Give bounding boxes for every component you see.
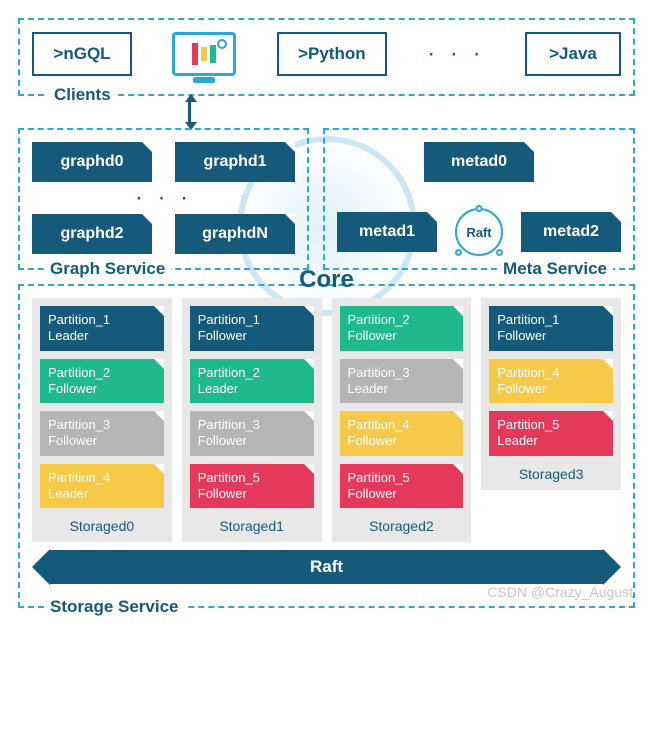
meta-service-box: metad0 metad1 Raft metad2 Meta Service <box>323 128 635 270</box>
graphd2: graphd2 <box>32 214 152 254</box>
partition-block: Partition_1Leader <box>40 306 164 351</box>
meta-service-label: Meta Service <box>497 259 613 279</box>
graph-service-box: graphd0 graphd1 · · · graphd2 graphdN Gr… <box>18 128 309 270</box>
raft-bar: Raft <box>50 550 603 584</box>
storage-column-2: Partition_2Follower Partition_3Leader Part… <box>332 298 472 542</box>
partition-block: Partition_4Follower <box>340 411 464 456</box>
graph-service-label: Graph Service <box>44 259 171 279</box>
storage-column-label: Storaged2 <box>340 518 464 534</box>
partition-block: Partition_1Follower <box>190 306 314 351</box>
storage-column-1: Partition_1Follower Partition_2Leader Part… <box>182 298 322 542</box>
partition-block: Partition_1Follower <box>489 306 613 351</box>
partition-block: Partition_2Follower <box>40 359 164 404</box>
storage-column-label: Storaged0 <box>40 518 164 534</box>
clients-label: Clients <box>48 85 117 105</box>
partition-block: Partition_3Follower <box>40 411 164 456</box>
partition-block: Partition_4Follower <box>489 359 613 404</box>
partition-block: Partition_4Leader <box>40 464 164 509</box>
partition-block: Partition_5Follower <box>340 464 464 509</box>
partition-block: Partition_2Follower <box>340 306 464 351</box>
partition-block: Partition_2Leader <box>190 359 314 404</box>
partition-block: Partition_5Follower <box>190 464 314 509</box>
storage-service-label: Storage Service <box>44 597 185 617</box>
storage-column-3: Partition_1Follower Partition_4Follower Pa… <box>481 298 621 490</box>
metad2: metad2 <box>521 212 621 252</box>
clients-box: >nGQL >Python · · · >Java Clients <box>18 18 635 96</box>
graphdN: graphdN <box>175 214 295 254</box>
client-python: >Python <box>277 32 387 76</box>
client-monitor-icon <box>172 32 236 76</box>
metad0: metad0 <box>424 142 534 182</box>
client-java: >Java <box>525 32 621 76</box>
partition-block: Partition_3Leader <box>340 359 464 404</box>
storage-column-0: Partition_1Leader Partition_2Follower Part… <box>32 298 172 542</box>
core-label: Core <box>299 266 354 294</box>
graphd0: graphd0 <box>32 142 152 182</box>
graphd1: graphd1 <box>175 142 295 182</box>
storage-column-label: Storaged3 <box>489 466 613 482</box>
client-ngql: >nGQL <box>32 32 132 76</box>
metad1: metad1 <box>337 212 437 252</box>
graph-ellipsis: · · · <box>32 184 295 212</box>
storage-service-box: Partition_1LeaderPartition_2FollowerPart… <box>18 284 635 608</box>
client-ellipsis: · · · <box>427 40 484 68</box>
raft-icon-label: Raft <box>466 225 491 240</box>
partition-block: Partition_5Leader <box>489 411 613 456</box>
partition-block: Partition_3Follower <box>190 411 314 456</box>
clients-to-services-arrow <box>188 100 191 124</box>
storage-column-label: Storaged1 <box>190 518 314 534</box>
raft-icon: Raft <box>455 208 503 256</box>
